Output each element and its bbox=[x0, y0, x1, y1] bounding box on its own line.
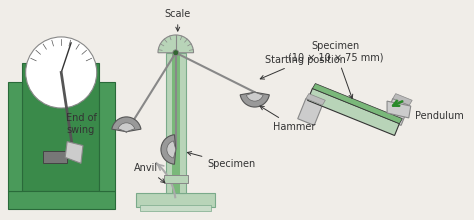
Circle shape bbox=[26, 37, 97, 108]
Bar bbox=[140, 205, 211, 211]
Wedge shape bbox=[161, 135, 176, 164]
Text: Hammer: Hammer bbox=[260, 106, 315, 132]
Bar bbox=[164, 175, 188, 183]
Text: Specimen: Specimen bbox=[187, 152, 255, 169]
Wedge shape bbox=[246, 92, 263, 101]
Polygon shape bbox=[384, 99, 409, 125]
Wedge shape bbox=[112, 117, 141, 132]
Bar bbox=[172, 53, 180, 193]
Polygon shape bbox=[65, 142, 83, 163]
Bar bbox=[99, 82, 115, 191]
Bar bbox=[22, 63, 99, 191]
Wedge shape bbox=[167, 141, 176, 158]
Circle shape bbox=[173, 50, 179, 56]
Wedge shape bbox=[158, 35, 193, 53]
Bar bbox=[8, 191, 115, 209]
Polygon shape bbox=[298, 99, 322, 125]
Polygon shape bbox=[393, 94, 412, 105]
Bar bbox=[166, 53, 186, 193]
Text: Scale: Scale bbox=[164, 9, 191, 31]
Text: Starting position: Starting position bbox=[260, 55, 346, 79]
Polygon shape bbox=[308, 88, 400, 136]
Polygon shape bbox=[312, 84, 402, 124]
Wedge shape bbox=[240, 92, 269, 107]
Bar bbox=[136, 193, 215, 207]
Text: Pendulum: Pendulum bbox=[415, 111, 464, 121]
Polygon shape bbox=[306, 94, 325, 105]
Text: Specimen
(10 × 10 × 75 mm): Specimen (10 × 10 × 75 mm) bbox=[288, 41, 383, 99]
Wedge shape bbox=[118, 123, 135, 132]
Text: Anvil: Anvil bbox=[134, 163, 165, 183]
Bar bbox=[8, 82, 22, 191]
Text: End of
swing: End of swing bbox=[65, 113, 96, 135]
Polygon shape bbox=[387, 101, 411, 118]
Bar bbox=[44, 151, 67, 163]
